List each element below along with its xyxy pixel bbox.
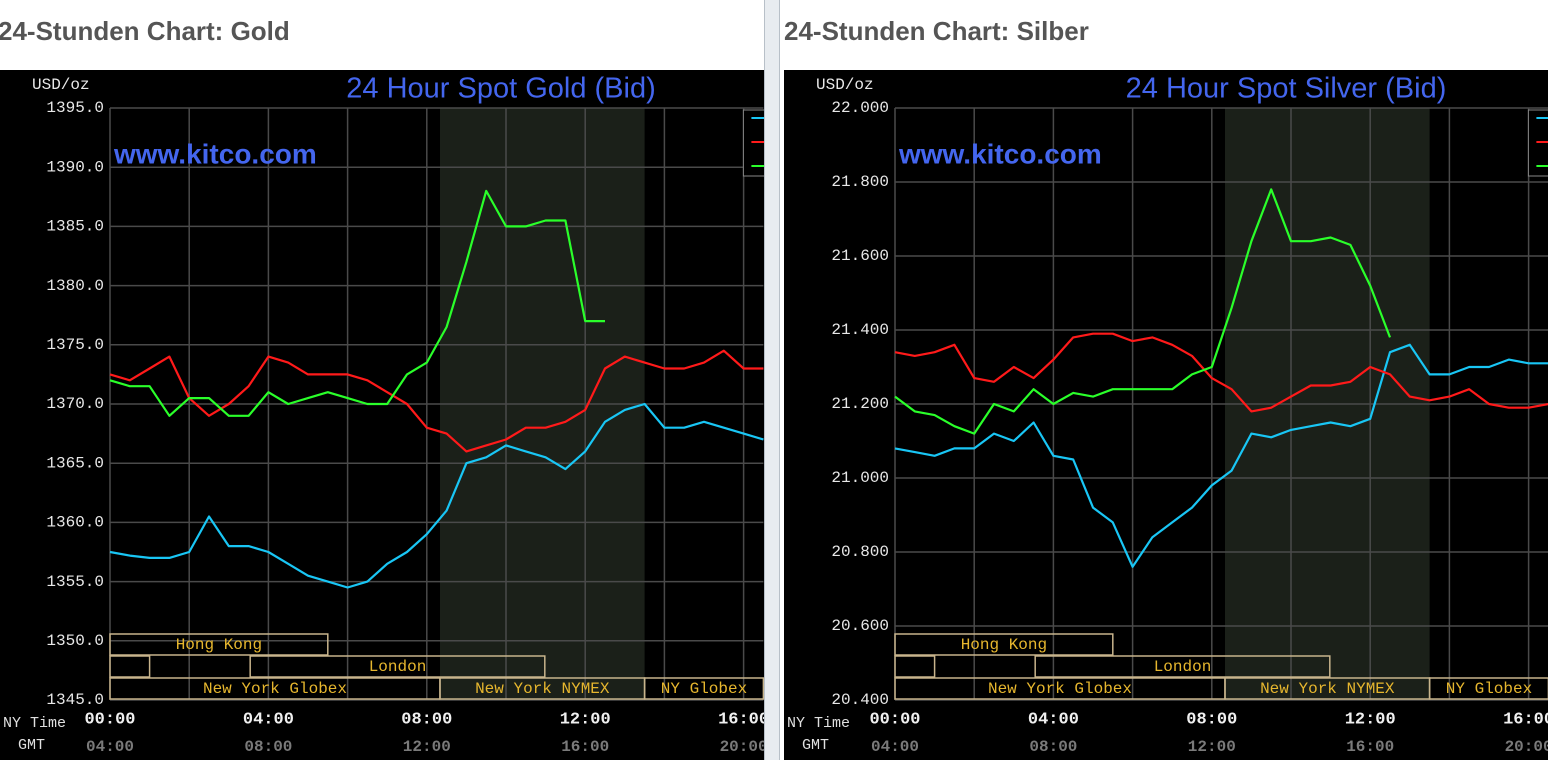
x2-tick-label: 08:00: [244, 738, 292, 756]
session-label: New York Globex: [203, 680, 347, 698]
y-tick-label: 1360.0: [46, 514, 104, 532]
x-tick-label: 00:00: [84, 710, 135, 729]
series-line: [109, 349, 764, 453]
session-label: New York NYMEX: [475, 680, 610, 698]
y-tick-label: 21.800: [831, 173, 889, 191]
chart: 22.000 21.800 21.600 21.400 21.200 21.000 20.8…: [784, 70, 1548, 760]
watermark: www.kitco.com: [898, 138, 1102, 169]
x-tick-label: 00:00: [869, 710, 920, 729]
divider: [764, 0, 780, 760]
watermark: www.kitco.com: [113, 138, 317, 169]
y-tick-label: 1355.0: [46, 573, 104, 591]
x2-axis-label: GMT: [18, 737, 45, 754]
chart-title: 24 Hour Spot Silver (Bid): [1126, 73, 1447, 105]
chart-heading: 24-Stunden Chart: Silber: [784, 16, 1089, 46]
y-tick-label: 20.600: [831, 617, 889, 635]
y-tick-label: 1380.0: [46, 277, 104, 295]
session-label: NY Globex: [661, 680, 747, 698]
session-bar: [249, 655, 546, 678]
session-bar: [894, 633, 1114, 656]
session-label: Hong Kong: [961, 636, 1047, 654]
chart-title: 24 Hour Spot Gold (Bid): [346, 73, 655, 105]
x-tick-label: 04:00: [243, 710, 294, 729]
x2-tick-label: 12:00: [1188, 738, 1236, 756]
series-line: [894, 343, 1548, 568]
y-tick-label: 1395.0: [46, 99, 104, 117]
session-label: New York Globex: [988, 680, 1132, 698]
y-axis-label: USD/oz: [32, 76, 90, 94]
session-bar: [1428, 677, 1548, 700]
y-tick-label: 1375.0: [46, 336, 104, 354]
series-line: [109, 189, 605, 417]
series-line: [894, 188, 1392, 435]
series-line: [894, 332, 1548, 413]
y-tick-label: 20.400: [831, 691, 889, 709]
session-label: London: [1154, 658, 1212, 676]
x-tick-label: 16:00: [718, 710, 764, 729]
x-tick-label: 04:00: [1028, 710, 1079, 729]
x2-tick-label: 20:00: [720, 738, 764, 756]
y-tick-label: 1350.0: [46, 632, 104, 650]
y-tick-label: 22.000: [831, 99, 889, 117]
y-tick-label: 1390.0: [46, 158, 104, 176]
y-tick-label: 1370.0: [46, 395, 104, 413]
x2-tick-label: 08:00: [1029, 738, 1077, 756]
x-tick-label: 08:00: [401, 710, 452, 729]
session-label: New York NYMEX: [1260, 680, 1395, 698]
x-tick-label: 12:00: [1345, 710, 1396, 729]
x-tick-label: 16:00: [1503, 710, 1548, 729]
session-bar: [894, 655, 936, 678]
y-tick-label: 21.000: [831, 469, 889, 487]
x-tick-label: 12:00: [560, 710, 611, 729]
x2-tick-label: 12:00: [403, 738, 451, 756]
chart-heading: 24-Stunden Chart: Gold: [0, 16, 290, 46]
session-label: London: [369, 658, 427, 676]
session-bar: [643, 677, 764, 700]
x2-tick-label: 16:00: [561, 738, 609, 756]
y-tick-label: 1385.0: [46, 218, 104, 236]
x2-tick-label: 04:00: [86, 738, 134, 756]
session-label: NY Globex: [1446, 680, 1532, 698]
session-bar: [109, 633, 329, 656]
y-tick-label: 1345.0: [46, 691, 104, 709]
y-tick-label: 20.800: [831, 543, 889, 561]
y-tick-label: 21.400: [831, 321, 889, 339]
x2-axis-label: GMT: [802, 737, 829, 754]
session-label: Hong Kong: [176, 636, 262, 654]
x2-tick-label: 04:00: [871, 738, 919, 756]
x-tick-label: 08:00: [1186, 710, 1237, 729]
y-axis-label: USD/oz: [816, 76, 874, 94]
session-bar: [109, 655, 151, 678]
chart: 1395.0 1390.0 1385.0 1380.0 1375.0 1370.0 1365…: [0, 70, 764, 760]
session-bar: [1034, 655, 1331, 678]
series-line: [109, 402, 764, 589]
y-tick-label: 1365.0: [46, 454, 104, 472]
x2-tick-label: 20:00: [1505, 738, 1548, 756]
y-tick-label: 21.200: [831, 395, 889, 413]
x-axis-label: NY Time: [3, 715, 66, 732]
y-tick-label: 21.600: [831, 247, 889, 265]
x2-tick-label: 16:00: [1346, 738, 1394, 756]
x-axis-label: NY Time: [787, 715, 850, 732]
